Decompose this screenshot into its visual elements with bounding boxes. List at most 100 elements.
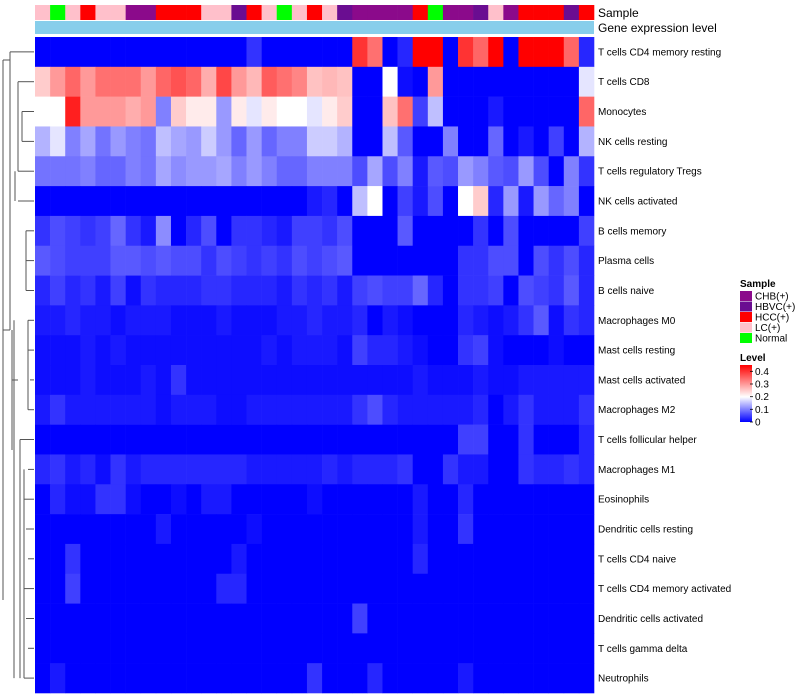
heatmap-cell bbox=[367, 633, 383, 664]
heatmap-cell bbox=[291, 365, 308, 396]
heatmap-cell bbox=[458, 335, 474, 366]
heatmap-cell bbox=[533, 37, 549, 68]
heatmap-cell bbox=[578, 96, 595, 127]
heatmap-cell bbox=[367, 156, 383, 187]
heatmap-cell bbox=[246, 365, 262, 396]
heatmap-cell bbox=[261, 484, 278, 515]
heatmap-cell bbox=[231, 215, 247, 247]
heatmap-cell bbox=[458, 186, 474, 217]
heatmap-cell bbox=[140, 365, 157, 396]
heatmap-cell bbox=[473, 245, 489, 276]
heatmap-cell bbox=[50, 365, 66, 396]
heatmap-cell bbox=[80, 543, 96, 575]
heatmap-cell bbox=[563, 335, 580, 366]
heatmap-cell bbox=[201, 37, 217, 68]
heatmap-cell bbox=[563, 663, 580, 694]
heatmap-cell bbox=[563, 186, 580, 217]
heatmap-cell bbox=[367, 66, 383, 97]
heatmap-cell bbox=[65, 663, 81, 694]
heatmap-cell bbox=[337, 275, 353, 306]
heatmap-cell bbox=[125, 215, 142, 247]
heatmap-cell bbox=[367, 663, 383, 694]
heatmap-cell bbox=[186, 365, 202, 396]
heatmap-cell bbox=[291, 424, 308, 455]
heatmap-cell bbox=[246, 484, 262, 515]
heatmap-cell bbox=[35, 514, 51, 545]
heatmap-cell bbox=[518, 335, 534, 366]
heatmap-cell bbox=[412, 543, 429, 575]
sample-annotation-cell bbox=[246, 5, 262, 20]
heatmap-cell bbox=[50, 37, 66, 68]
heatmap-cell bbox=[186, 275, 202, 306]
heatmap-cell bbox=[548, 245, 565, 276]
heatmap-cell bbox=[337, 335, 353, 366]
heatmap-cell bbox=[412, 633, 429, 664]
heatmap-cell bbox=[276, 543, 293, 575]
heatmap-cell bbox=[276, 156, 293, 187]
heatmap-cell bbox=[578, 484, 595, 515]
heatmap-cell bbox=[306, 424, 323, 455]
heatmap-cell bbox=[231, 156, 247, 187]
heatmap-cell bbox=[352, 633, 368, 664]
heatmap-cell bbox=[563, 514, 580, 545]
heatmap-cell bbox=[322, 305, 338, 336]
heatmap-cell bbox=[458, 633, 474, 664]
heatmap-cell bbox=[95, 484, 111, 515]
heatmap-cell bbox=[578, 305, 595, 336]
heatmap-cell bbox=[80, 394, 96, 425]
heatmap-cell bbox=[548, 305, 565, 336]
heatmap-cell bbox=[231, 66, 247, 97]
heatmap-cell bbox=[110, 365, 126, 396]
sample-annotation-cell bbox=[35, 5, 51, 20]
sample-annotation-cell bbox=[397, 5, 413, 20]
heatmap-cell bbox=[322, 484, 338, 515]
heatmap-cell bbox=[442, 305, 459, 336]
heatmap-cell bbox=[503, 603, 519, 634]
heatmap-cell bbox=[186, 394, 202, 425]
heatmap-cell bbox=[382, 573, 398, 604]
heatmap-cell bbox=[291, 573, 308, 604]
heatmap-cell bbox=[201, 484, 217, 515]
sample-annotation-cell bbox=[50, 5, 66, 20]
heatmap-cell bbox=[306, 66, 323, 97]
heatmap-cell bbox=[548, 37, 565, 68]
heatmap-cell bbox=[548, 454, 565, 485]
heatmap-cell bbox=[95, 394, 111, 425]
heatmap-cell bbox=[110, 126, 126, 157]
heatmap-cell bbox=[473, 215, 489, 247]
heatmap-cell bbox=[488, 305, 504, 336]
heatmap-cell bbox=[246, 514, 262, 545]
heatmap-cell bbox=[276, 514, 293, 545]
heatmap-cell bbox=[216, 96, 232, 127]
heatmap-cell bbox=[427, 454, 444, 485]
heatmap-cell bbox=[397, 543, 413, 575]
heatmap-cell bbox=[155, 365, 172, 396]
heatmap-cell bbox=[276, 335, 293, 366]
heatmap-cell bbox=[503, 424, 519, 455]
heatmap-cell bbox=[276, 454, 293, 485]
heatmap-cell bbox=[548, 335, 565, 366]
heatmap-cell bbox=[563, 365, 580, 396]
heatmap-cell bbox=[322, 96, 338, 127]
heatmap-cell bbox=[548, 126, 565, 157]
heatmap-cell bbox=[367, 394, 383, 425]
heatmap-cell bbox=[201, 245, 217, 276]
heatmap-cell bbox=[548, 215, 565, 247]
heatmap-cell bbox=[337, 96, 353, 127]
heatmap-cell bbox=[246, 37, 262, 68]
sample-annotation-cell bbox=[170, 5, 187, 20]
heatmap-cell bbox=[291, 394, 308, 425]
heatmap-cell bbox=[322, 424, 338, 455]
heatmap-cell bbox=[533, 186, 549, 217]
heatmap-cell bbox=[533, 156, 549, 187]
heatmap-cell bbox=[488, 275, 504, 306]
heatmap-cell bbox=[337, 573, 353, 604]
heatmap-cell bbox=[503, 633, 519, 664]
heatmap-cell bbox=[458, 394, 474, 425]
heatmap-cell bbox=[322, 215, 338, 247]
heatmap-cell bbox=[125, 454, 142, 485]
heatmap-cell bbox=[322, 454, 338, 485]
heatmap-cell bbox=[397, 663, 413, 694]
heatmap-cell bbox=[231, 543, 247, 575]
heatmap-cell bbox=[563, 573, 580, 604]
